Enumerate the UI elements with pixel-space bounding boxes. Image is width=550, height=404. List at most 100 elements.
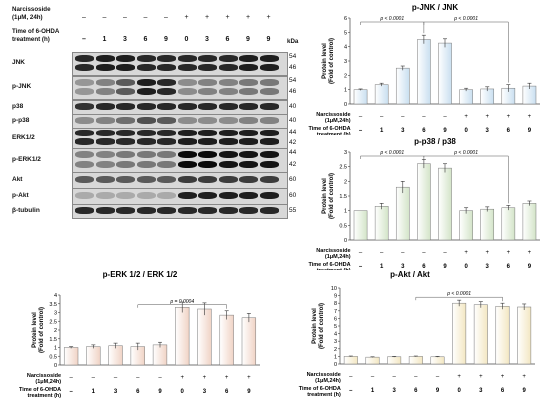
x-row-label: (1μM,24h): [35, 379, 61, 385]
blot-band: [177, 160, 197, 168]
blot-band: [95, 150, 115, 159]
bar: [86, 346, 101, 366]
blot-band: [157, 191, 176, 200]
blot-band: [177, 175, 197, 184]
bar: [241, 317, 257, 366]
y-tick-label: 2.5: [49, 319, 57, 325]
bar: [353, 89, 368, 105]
blot-narc-symbol: –: [164, 14, 168, 21]
blot-kda-value: 60: [289, 175, 297, 183]
x-narcissoside-symbol: –: [371, 374, 375, 380]
blot-band: [177, 150, 197, 159]
blot-band: [239, 175, 258, 184]
annotation-label: p < 0.0001: [379, 150, 404, 156]
blot-band: [95, 160, 115, 168]
y-tick-label: 0: [344, 102, 347, 108]
y-axis-label-line: (Fold of control): [39, 307, 45, 353]
x-row-label: (1μM,24h): [315, 378, 341, 384]
blot-band: [95, 191, 115, 200]
bar: [495, 305, 510, 365]
x-time-label: 1: [380, 264, 384, 270]
x-time-label: 0: [181, 389, 185, 395]
bar: [387, 356, 402, 365]
blot-band: [259, 191, 279, 200]
blot-kda-value: 42: [289, 160, 297, 168]
blot-time-symbol: 3: [123, 36, 127, 43]
x-row-label: treatment (h): [27, 393, 61, 399]
bar: [473, 304, 488, 365]
blot-band: [218, 160, 238, 168]
blot-band: [75, 191, 94, 200]
y-tick-label: 4: [344, 45, 347, 51]
y-tick-label: 1: [54, 346, 57, 352]
blot-band: [239, 207, 258, 214]
blot-kda-value: 40: [289, 116, 297, 124]
x-narcissoside-symbol: –: [136, 375, 140, 381]
blot-band: [259, 150, 279, 159]
x-time-label: 0: [457, 388, 461, 394]
blot-time-symbol: 9: [164, 36, 168, 43]
blot-band: [218, 64, 238, 72]
chart-title: p-p38 / p38: [414, 137, 456, 146]
x-time-label: 9: [247, 389, 251, 395]
x-narcissoside-symbol: –: [422, 250, 426, 256]
bar: [63, 347, 79, 366]
blot-band: [95, 175, 115, 184]
blot-band: [136, 175, 156, 184]
blot-panel: Narcissoside (1μM, 24h) Time of 6-OHDA t…: [0, 0, 300, 225]
blot-kda-value: 54: [289, 77, 297, 84]
blot-band: [239, 88, 258, 96]
blot-band: [116, 160, 135, 168]
blot-kda-value: 40: [289, 102, 297, 110]
y-axis-label-line: Protein level: [32, 312, 38, 348]
blot-band: [95, 54, 115, 62]
blot-band: [239, 54, 258, 62]
blot-band: [136, 191, 156, 200]
blot-band: [259, 175, 279, 184]
blot-band: [136, 138, 156, 145]
blot-band: [75, 88, 94, 96]
blot-kda-value: 46: [289, 88, 297, 95]
blot-narc-symbol: –: [102, 14, 107, 21]
blot-band: [75, 117, 94, 124]
blot-band: [157, 160, 176, 168]
blot-band: [177, 88, 197, 96]
x-time-label: –: [359, 264, 363, 270]
blot-band: [157, 138, 176, 145]
x-time-label: 0: [464, 264, 468, 270]
bar: [353, 210, 368, 241]
blot-band: [259, 88, 279, 96]
y-tick-label: 10: [331, 286, 337, 292]
y-tick-label: 3: [344, 150, 347, 156]
blot-band: [75, 103, 94, 110]
blot-band: [239, 138, 258, 145]
x-narcissoside-symbol: +: [203, 375, 207, 381]
x-narcissoside-symbol: +: [528, 250, 532, 256]
x-narcissoside-symbol: –: [349, 374, 353, 380]
blot-band: [95, 130, 115, 137]
blot-band: [157, 103, 176, 110]
bar: [459, 210, 473, 241]
blot-band: [239, 130, 258, 137]
blot-band: [177, 103, 197, 110]
x-time-label: 9: [528, 264, 532, 270]
y-axis-label-line: (Fold of control): [329, 38, 335, 84]
blot-band: [116, 103, 135, 110]
blot-band: [177, 117, 197, 124]
x-time-label: –: [349, 388, 353, 394]
bar: [219, 314, 234, 366]
bar: [417, 163, 431, 241]
x-narcissoside-symbol: +: [507, 114, 511, 120]
chart-title: p-Akt / Akt: [390, 270, 430, 279]
blot-band: [239, 150, 258, 159]
bar: [417, 39, 431, 105]
blot-band: [259, 138, 279, 145]
blot-band: [116, 138, 135, 145]
blot-row-label: JNK: [12, 59, 26, 66]
blot-band: [177, 54, 197, 62]
blot-kda-value: 55: [289, 206, 297, 214]
blot-band: [259, 78, 279, 86]
y-axis-label-line: Protein level: [322, 178, 328, 214]
blot-band: [198, 103, 217, 110]
x-narcissoside-symbol: –: [401, 114, 405, 120]
